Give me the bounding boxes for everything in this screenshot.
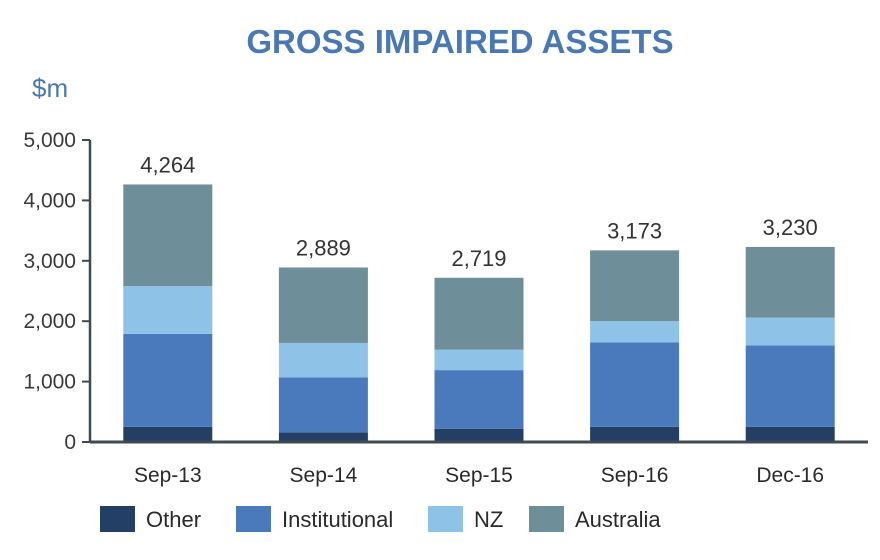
bar-segment-institutional xyxy=(434,370,524,429)
y-tick-label: 0 xyxy=(64,431,76,454)
legend-swatch xyxy=(100,506,135,532)
bar-total-label: 3,173 xyxy=(607,218,662,243)
y-tick-label: 5,000 xyxy=(23,129,76,152)
bar-total-label: 4,264 xyxy=(140,152,195,177)
bar-segment-nz xyxy=(745,317,835,346)
bar-segment-institutional xyxy=(123,333,213,427)
bar-segment-institutional xyxy=(745,345,835,427)
bar-segment-nz xyxy=(590,321,680,343)
x-category-label: Sep-13 xyxy=(134,464,202,487)
x-category-label: Sep-16 xyxy=(601,464,669,487)
x-category-label: Dec-16 xyxy=(756,464,824,487)
bar-total-label: 3,230 xyxy=(763,215,818,240)
y-tick-label: 3,000 xyxy=(23,250,76,273)
bar-segment-nz xyxy=(278,342,368,378)
bar-total-label: 2,889 xyxy=(296,236,351,261)
legend-swatch xyxy=(529,506,564,532)
legend-item-australia: Australia xyxy=(529,506,661,532)
legend-label: Institutional xyxy=(282,507,393,532)
legend-label: NZ xyxy=(474,507,503,532)
x-category-label: Sep-15 xyxy=(445,464,513,487)
y-tick-label: 4,000 xyxy=(23,189,76,212)
unit-label: $m xyxy=(32,73,68,103)
bar-segment-institutional xyxy=(590,342,680,427)
legend-item-other: Other xyxy=(100,506,201,532)
chart-title: GROSS IMPAIRED ASSETS xyxy=(246,23,673,60)
bar-segment-institutional xyxy=(278,377,368,433)
bars: 4,264 2,889 2,719 3,173 3,230 xyxy=(123,152,835,442)
bar-segment-other xyxy=(434,428,524,442)
bar-segment-australia xyxy=(278,267,368,343)
y-tick-label: 1,000 xyxy=(23,371,76,394)
legend-item-institutional: Institutional xyxy=(236,506,393,532)
bar-segment-nz xyxy=(123,286,213,334)
legend-item-nz: NZ xyxy=(428,506,503,532)
legend-label: Other xyxy=(146,507,201,532)
bar-segment-australia xyxy=(434,277,524,350)
y-tick-label: 2,000 xyxy=(23,310,76,333)
bar-segment-australia xyxy=(123,184,213,287)
bar-segment-nz xyxy=(434,349,524,371)
bar-segment-other xyxy=(745,426,835,442)
bar-segment-other xyxy=(123,426,213,442)
legend-swatch xyxy=(428,506,463,532)
x-category-label: Sep-14 xyxy=(290,464,358,487)
bar-total-label: 2,719 xyxy=(451,246,506,271)
legend-label: Australia xyxy=(575,507,661,532)
bar-segment-other xyxy=(278,432,368,442)
bar-segment-other xyxy=(590,426,680,442)
legend-swatch xyxy=(236,506,271,532)
legend: Other Institutional NZ Australia xyxy=(100,506,661,532)
bar-segment-australia xyxy=(590,250,680,322)
y-axis: 0 1,000 2,000 3,000 4,000 5,000 xyxy=(23,129,92,454)
bar-segment-australia xyxy=(745,246,835,318)
x-axis: Sep-13 Sep-14 Sep-15 Sep-16 Dec-16 xyxy=(90,440,868,487)
